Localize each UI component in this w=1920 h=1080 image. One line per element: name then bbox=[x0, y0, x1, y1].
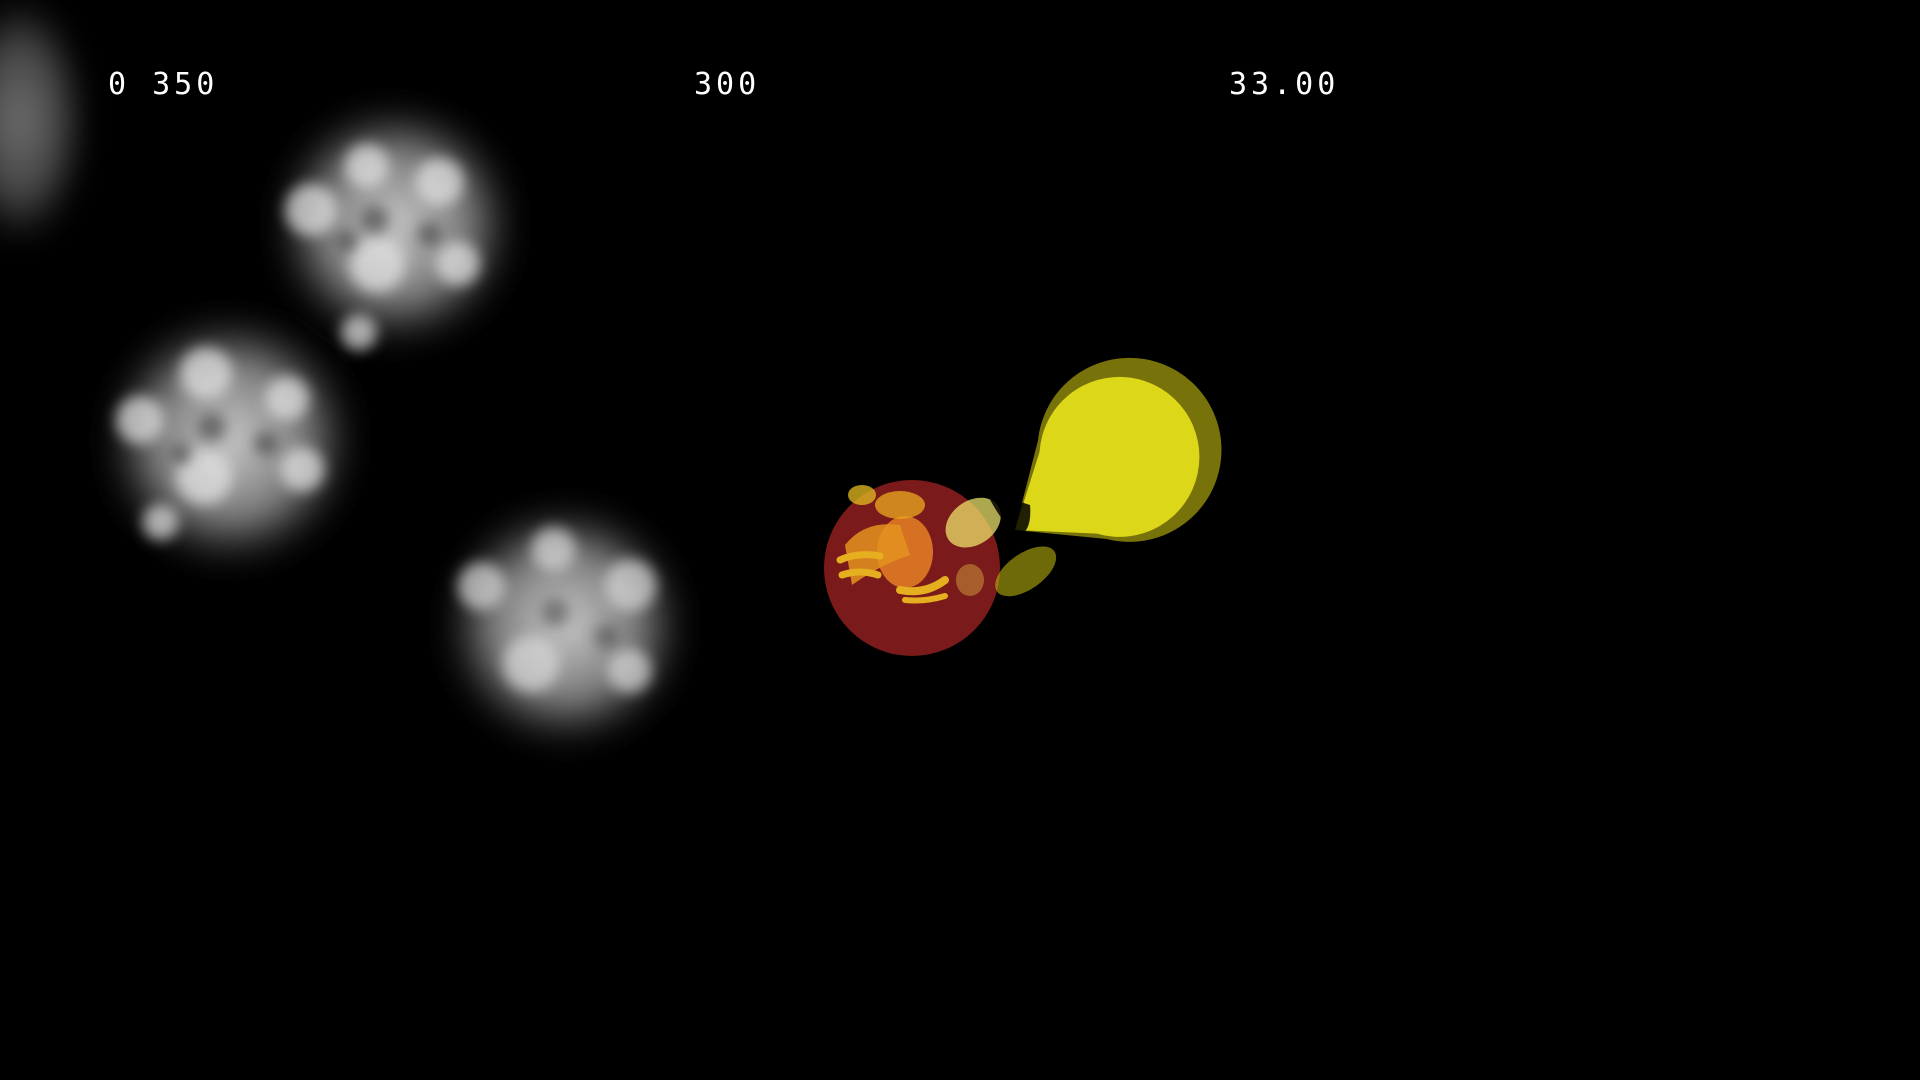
smoke-cloud-icon bbox=[424, 484, 706, 766]
smoke-cloud-icon bbox=[0, 0, 90, 250]
smoke-cloud-icon bbox=[78, 288, 382, 592]
smoke-cloud-icon bbox=[249, 79, 541, 371]
score-display: 0 350 bbox=[108, 67, 219, 102]
bonus-points-display: 300 bbox=[694, 67, 761, 102]
timer-display: 33.00 bbox=[1229, 67, 1340, 102]
